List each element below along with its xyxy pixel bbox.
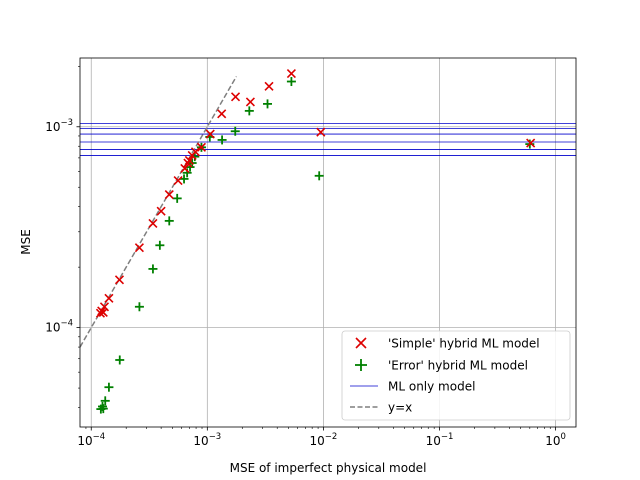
error-hybrid-point <box>230 126 240 136</box>
error-hybrid-point <box>286 77 296 87</box>
error-hybrid-point <box>100 396 110 406</box>
error-hybrid-point <box>172 193 182 203</box>
simple-hybrid-point <box>164 189 174 200</box>
simple-hybrid-point <box>148 218 158 229</box>
error-hybrid-point <box>148 264 158 274</box>
legend-label-yx: y=x <box>388 401 412 415</box>
simple-hybrid-point <box>183 158 193 168</box>
error-hybrid-point <box>98 404 108 414</box>
x-tick-label: 100 <box>545 432 566 448</box>
error-hybrid-point <box>179 174 189 184</box>
simple-hybrid-point <box>134 243 144 253</box>
legend-label-simple: 'Simple' hybrid ML model <box>388 337 540 351</box>
error-hybrid-point <box>134 302 144 312</box>
simple-hybrid-point <box>99 302 110 312</box>
tick-layer: 10−4 10−3 10−2 10−1 100 10−4 10−3 <box>45 66 566 448</box>
x-tick-label: 10−3 <box>193 432 221 448</box>
simple-hybrid-point <box>114 275 125 285</box>
error-hybrid-point <box>314 171 324 181</box>
simple-hybrid-point <box>245 97 255 107</box>
simple-hybrid-point <box>264 81 274 91</box>
y-tick-label: 10−3 <box>45 118 73 134</box>
data-layer <box>80 69 576 414</box>
simple-hybrid-point <box>190 147 201 157</box>
legend: 'Simple' hybrid ML model 'Error' hybrid … <box>341 330 571 421</box>
simple-hybrid-point <box>316 127 326 137</box>
error-hybrid-point <box>115 355 125 365</box>
legend-marker-simple <box>355 337 367 349</box>
error-hybrid-point <box>164 216 174 226</box>
simple-hybrid-point <box>230 92 241 102</box>
error-hybrid-point <box>217 135 227 145</box>
error-hybrid-point <box>263 99 273 109</box>
simple-hybrid-point <box>180 163 190 174</box>
x-tick-label: 10−1 <box>426 432 454 448</box>
x-tick-label: 10−2 <box>309 432 337 448</box>
error-hybrid-point <box>155 240 165 250</box>
y-tick-label: 10−4 <box>45 319 73 335</box>
error-hybrid-point <box>104 382 114 392</box>
legend-label-ml-only: ML only model <box>388 380 475 394</box>
x-axis-label: MSE of imperfect physical model <box>230 461 427 475</box>
simple-hybrid-point <box>104 293 114 303</box>
plot-frame <box>79 57 577 428</box>
legend-marker-error <box>355 359 367 371</box>
simple-hybrid-point <box>156 206 166 216</box>
x-tick-label: 10−4 <box>77 432 105 448</box>
simple-hybrid-point <box>184 155 194 165</box>
simple-hybrid-point <box>526 138 536 148</box>
simple-hybrid-point <box>217 109 227 119</box>
simple-hybrid-point <box>173 175 183 186</box>
y-axis-label: MSE <box>19 229 33 255</box>
legend-box <box>341 330 571 421</box>
simple-hybrid-point <box>205 129 215 139</box>
legend-label-error: 'Error' hybrid ML model <box>388 359 528 373</box>
error-hybrid-point <box>244 106 254 116</box>
simple-hybrid-point <box>286 69 296 79</box>
simple-hybrid-point <box>196 142 207 152</box>
